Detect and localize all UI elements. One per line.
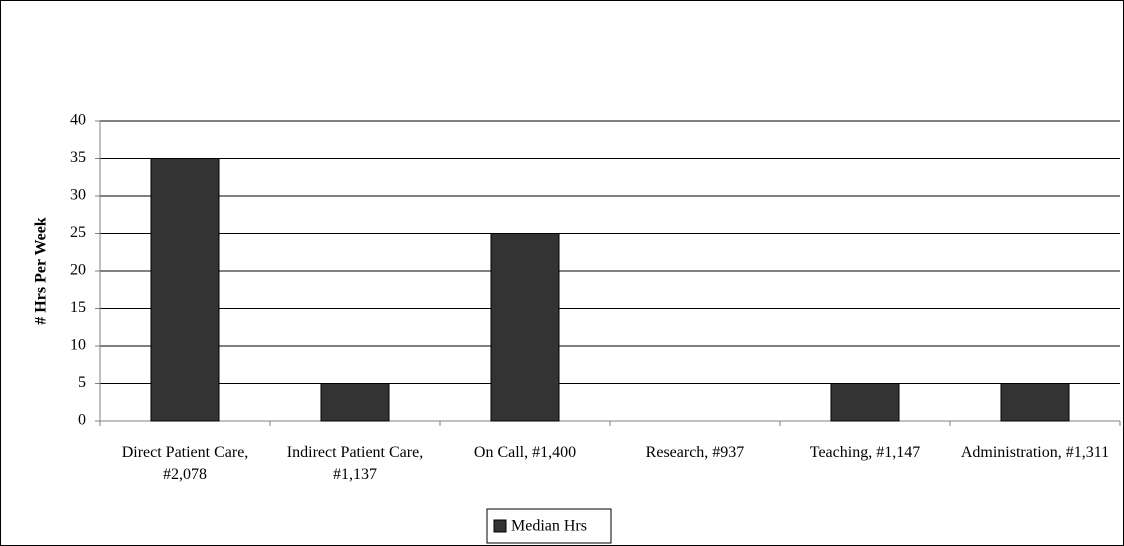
y-tick-label: 10 — [70, 337, 86, 354]
bar — [320, 383, 390, 422]
legend-swatch — [493, 519, 507, 533]
bar — [1000, 383, 1070, 422]
y-axis-label: # Hrs Per Week — [33, 217, 50, 324]
x-tick-label: Direct Patient Care, #2,078 — [121, 444, 249, 483]
y-tick-label: 5 — [78, 374, 86, 391]
bar — [150, 158, 220, 422]
legend-box — [486, 508, 612, 544]
y-tick-label: 25 — [70, 224, 86, 241]
y-tick-label: 30 — [70, 187, 86, 204]
bar — [830, 383, 900, 422]
legend-label: Median Hrs — [511, 518, 587, 535]
y-tick-label: 15 — [70, 299, 86, 316]
x-tick-label: Indirect Patient Care, #1,137 — [286, 444, 424, 483]
bar — [490, 233, 560, 422]
x-tick-label: Teaching, #1,147 — [809, 444, 921, 461]
y-tick-label: 0 — [78, 412, 86, 429]
y-tick-label: 40 — [70, 112, 86, 129]
x-tick-label: On Call, #1,400 — [473, 444, 577, 461]
y-tick-label: 35 — [70, 149, 86, 166]
x-tick-label: Research, #937 — [645, 444, 745, 461]
x-tick-label: Administration, #1,311 — [960, 444, 1110, 461]
y-tick-label: 20 — [70, 262, 86, 279]
